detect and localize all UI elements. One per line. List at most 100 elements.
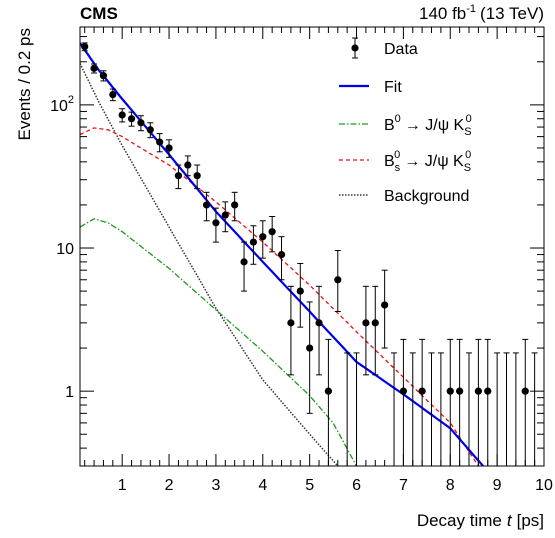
- data-point-marker: [484, 387, 492, 395]
- data-point: [146, 122, 154, 139]
- x-tick-label: 10: [535, 477, 553, 494]
- data-point-marker: [184, 161, 192, 169]
- y-tick-label-exponent: 2: [68, 94, 74, 106]
- data-point-marker: [371, 319, 379, 327]
- y-tick-label: 1: [65, 384, 74, 401]
- legend-label-rest: → J/ψ K: [405, 117, 465, 134]
- data-point: [474, 338, 482, 466]
- data-point-marker: [446, 387, 454, 395]
- data-point: [193, 164, 201, 190]
- curve-b0: [80, 218, 358, 466]
- x-tick-label: 7: [399, 477, 408, 494]
- data-point: [296, 262, 304, 328]
- empty-bin-limit: [437, 352, 444, 466]
- luminosity-label: 140 fb-1 (13 TeV): [419, 3, 544, 23]
- data-point: [99, 70, 108, 82]
- curve-bs: [80, 127, 479, 466]
- data-point: [174, 164, 183, 190]
- empty-bin-limit: [409, 352, 416, 466]
- data-point-marker: [165, 144, 173, 152]
- data-point: [249, 225, 258, 265]
- data-point: [221, 201, 229, 233]
- data-point-marker: [306, 344, 314, 352]
- empty-bin-limit: [344, 352, 351, 466]
- y-tick-label: 102: [50, 94, 74, 115]
- data-point-marker: [127, 115, 136, 123]
- data-point-marker: [249, 238, 258, 246]
- data-point: [324, 338, 333, 466]
- x-tick-label: 3: [211, 477, 220, 494]
- data-point-marker: [137, 119, 145, 127]
- data-point: [399, 338, 407, 466]
- data-point-marker: [362, 319, 370, 327]
- legend-marker: [351, 44, 359, 52]
- empty-bin-limit: [531, 352, 538, 466]
- x-axis-title: Decay time t [ps]: [417, 511, 544, 530]
- x-tick-label: 9: [493, 477, 502, 494]
- empty-bin-limit: [512, 352, 519, 466]
- data-point-marker: [418, 387, 426, 395]
- empty-bin-limit: [391, 352, 398, 466]
- data-point-marker: [277, 250, 286, 259]
- data-point-marker: [156, 138, 164, 146]
- legend-label: Data: [384, 41, 418, 58]
- data-point: [381, 269, 389, 349]
- data-point: [137, 115, 145, 132]
- data-point: [521, 338, 529, 466]
- x-axis-title-text: Decay time: [417, 511, 502, 530]
- data-point: [268, 216, 276, 253]
- data-point-marker: [240, 258, 248, 266]
- data-point-marker: [334, 276, 342, 284]
- x-tick-label: 6: [352, 477, 361, 494]
- empty-bin-limits-layer: [344, 352, 538, 466]
- legend-label: B0 → J/ψ KS0: [384, 113, 472, 138]
- legend-label-sup: 0: [394, 149, 400, 161]
- empty-bin-limit: [466, 352, 473, 466]
- empty-bin-limit: [494, 352, 501, 466]
- empty-bin-limit: [503, 352, 510, 466]
- x-tick-label: 1: [118, 477, 127, 494]
- data-point: [127, 111, 136, 127]
- data-point: [212, 207, 220, 243]
- data-point-marker: [399, 387, 407, 395]
- data-point: [118, 108, 126, 123]
- x-axis-title-variable: t: [507, 511, 513, 530]
- cms-label: CMS: [80, 4, 118, 23]
- data-point: [165, 139, 173, 158]
- data-point: [184, 155, 192, 177]
- data-point: [81, 42, 89, 52]
- data-point: [484, 338, 492, 466]
- legend-entry-bs: Bs0 → J/ψ KS0: [339, 149, 471, 174]
- lumi-superscript: -1: [466, 3, 476, 15]
- lumi-energy: (13 TeV): [480, 4, 544, 23]
- lumi-value: 140 fb: [419, 4, 466, 23]
- data-point-marker: [221, 211, 229, 219]
- data-point: [456, 338, 464, 466]
- legend-entry-bkg: Background: [339, 188, 469, 205]
- data-point: [287, 285, 295, 376]
- data-point-marker: [202, 201, 211, 209]
- y-tick-label: 10: [56, 241, 74, 258]
- data-point-marker: [521, 387, 529, 395]
- legend-label: Fit: [384, 79, 402, 96]
- legend-entry-b0: B0 → J/ψ KS0: [339, 113, 472, 138]
- legend-label-ks-sub: S: [464, 126, 471, 138]
- data-point-marker: [81, 43, 89, 51]
- data-point-marker: [296, 287, 304, 295]
- legend-label-ks-sup: 0: [466, 113, 472, 125]
- legend-entry-fit: Fit: [339, 79, 402, 96]
- legend-label-b: B: [384, 153, 395, 170]
- data-point-marker: [99, 72, 108, 80]
- data-point: [334, 250, 342, 313]
- data-point-marker: [212, 219, 220, 227]
- data-point: [240, 241, 248, 292]
- data-point: [306, 301, 314, 414]
- legend-label-b: B: [384, 117, 395, 134]
- data-point: [156, 133, 164, 153]
- y-axis-title: Events / 0.2 ps: [15, 28, 34, 140]
- data-point: [371, 285, 379, 376]
